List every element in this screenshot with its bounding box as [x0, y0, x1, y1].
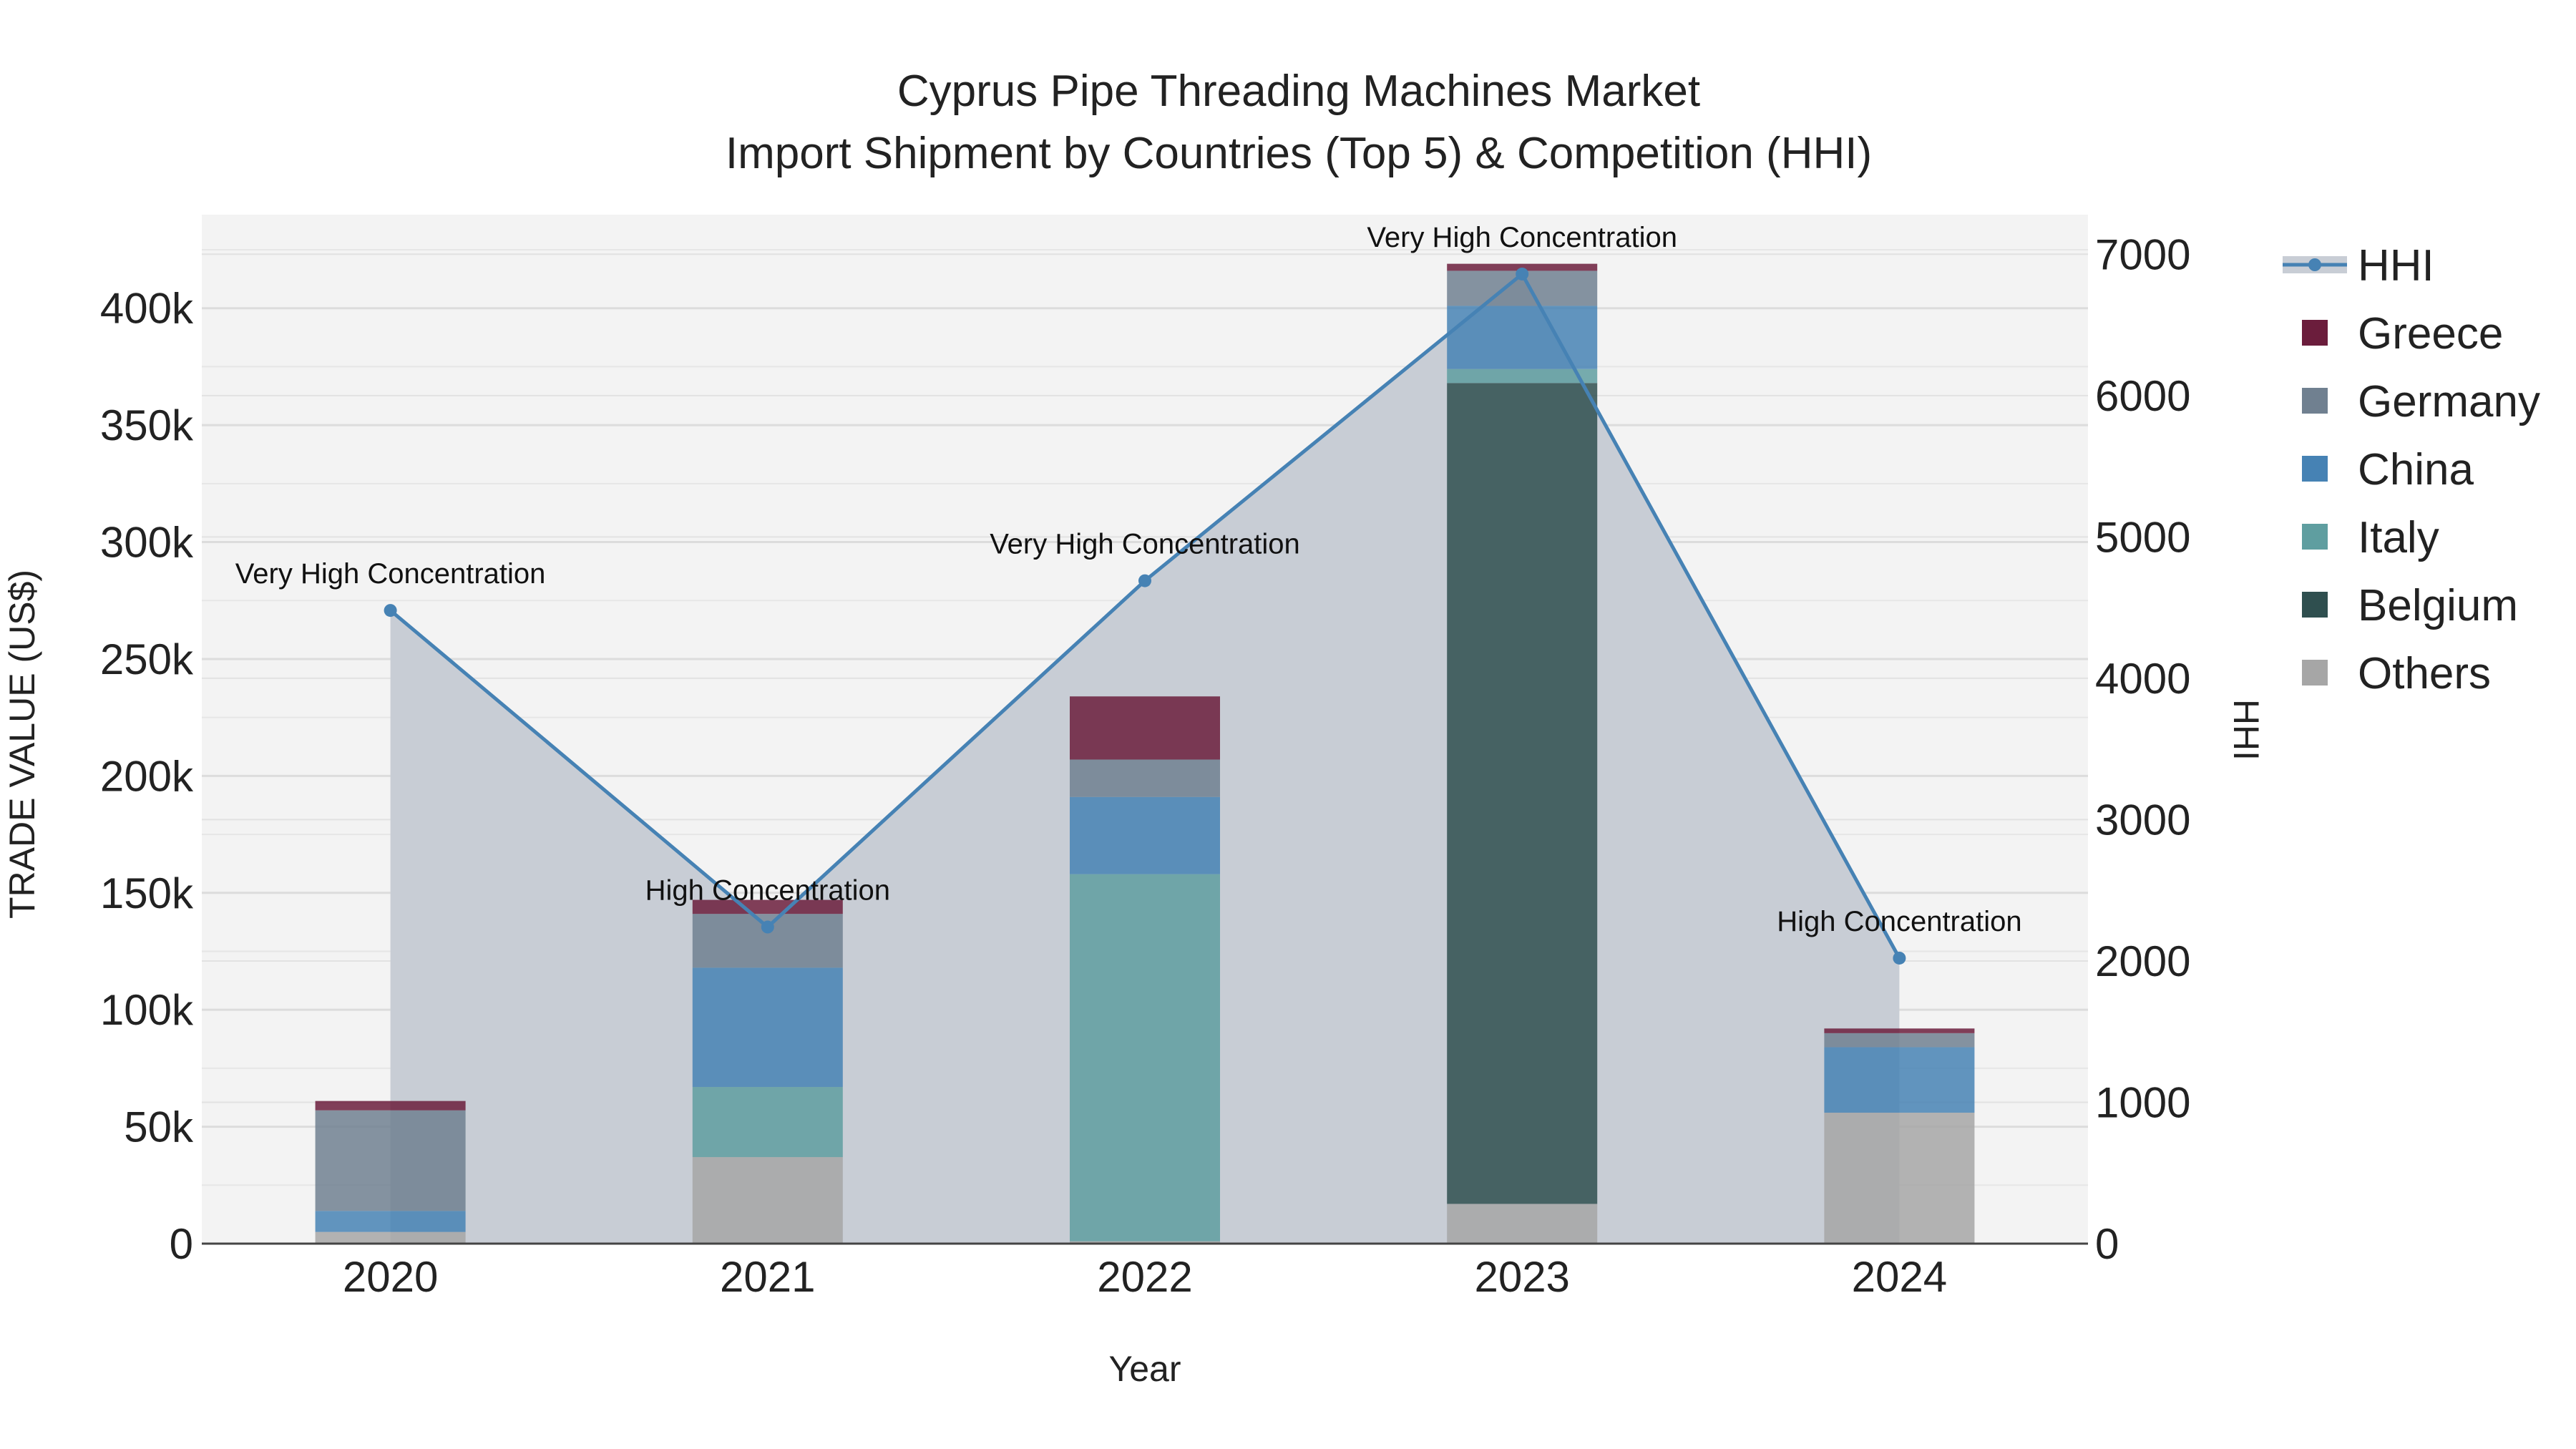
x-tick-label: 2022 [1097, 1253, 1192, 1301]
bar-greece-2020 [315, 1101, 466, 1111]
y2-tick-label: 5000 [2095, 513, 2190, 561]
legend: HHI Greece Germany China Italy Belgium Others [2283, 241, 2540, 698]
chart-subtitle: Import Shipment by Countries (Top 5) & C… [726, 129, 1872, 178]
y2-tick-label: 2000 [2095, 937, 2190, 985]
legend-swatch-others [2302, 660, 2328, 686]
annotations-layer: Very High Concentration High Concentratio… [235, 222, 2022, 937]
y2-tick-label: 7000 [2095, 230, 2190, 278]
bar-china-2022 [1070, 796, 1220, 874]
x-tick-label: 2024 [1852, 1253, 1947, 1301]
bar-others-2021 [692, 1157, 843, 1244]
y-tick-label: 350k [100, 401, 194, 449]
y-tick-label: 50k [124, 1103, 194, 1151]
hhi-point-2021 [761, 920, 774, 934]
y2-tick-label: 3000 [2095, 796, 2190, 844]
legend-label-hhi: HHI [2358, 241, 2434, 291]
bar-italy-2022 [1070, 874, 1220, 1241]
y-axis-ticks: 0 50k 100k 150k 200k 250k 300k 350k 400k [100, 285, 194, 1268]
legend-label-greece: Greece [2358, 309, 2503, 358]
legend-swatch-hhi-marker [2308, 258, 2321, 271]
x-tick-label: 2021 [720, 1253, 815, 1301]
y-tick-label: 200k [100, 752, 194, 800]
hhi-annotation-2020: Very High Concentration [235, 558, 546, 590]
y2-tick-label: 6000 [2095, 372, 2190, 420]
y-tick-label: 150k [100, 869, 194, 917]
legend-label-belgium: Belgium [2358, 581, 2518, 630]
x-axis-ticks: 2020 2021 2022 2023 2024 [343, 1253, 1947, 1301]
legend-label-germany: Germany [2358, 377, 2540, 426]
hhi-annotation-2024: High Concentration [1777, 906, 2021, 937]
bar-others-2020 [315, 1231, 466, 1244]
bar-others-2022 [1070, 1241, 1220, 1244]
hhi-line-layer [384, 267, 1906, 965]
bar-germany-2024 [1824, 1033, 1975, 1048]
y-tick-label: 400k [100, 285, 194, 333]
hhi-point-2022 [1138, 574, 1151, 587]
bar-china-2021 [692, 967, 843, 1088]
bar-belgium-2023 [1447, 383, 1598, 1204]
bar-others-2023 [1447, 1204, 1598, 1244]
y-tick-label: 300k [100, 519, 194, 567]
y2-tick-label: 0 [2095, 1220, 2119, 1268]
hhi-annotation-2022: Very High Concentration [990, 529, 1300, 560]
hhi-annotation-2021: High Concentration [645, 875, 890, 907]
hhi-point-2024 [1893, 951, 1906, 965]
bar-italy-2023 [1447, 369, 1598, 384]
bar-greece-2024 [1824, 1028, 1975, 1033]
y2-tick-label: 1000 [2095, 1078, 2190, 1126]
bar-italy-2021 [692, 1087, 843, 1158]
bar-greece-2021 [692, 899, 843, 914]
legend-label-italy: Italy [2358, 513, 2439, 562]
y-tick-label: 250k [100, 635, 194, 683]
x-tick-label: 2023 [1474, 1253, 1569, 1301]
x-tick-label: 2020 [343, 1253, 438, 1301]
hhi-point-2023 [1516, 267, 1529, 280]
legend-label-china: China [2358, 445, 2474, 494]
bar-germany-2020 [315, 1110, 466, 1211]
y-tick-label: 0 [170, 1220, 193, 1268]
x-axis-title: Year [1108, 1349, 1181, 1389]
chart-title: Cyprus Pipe Threading Machines Market [897, 67, 1700, 116]
y-axis-title: TRADE VALUE (US$) [2, 570, 42, 919]
y2-axis-title: HHI [2226, 699, 2266, 761]
bar-others-2024 [1824, 1112, 1975, 1244]
legend-label-others: Others [2358, 649, 2491, 698]
legend-swatch-belgium [2302, 592, 2328, 618]
bar-china-2020 [315, 1211, 466, 1232]
bar-greece-2022 [1070, 696, 1220, 760]
legend-swatch-china [2302, 456, 2328, 482]
bar-greece-2023 [1447, 263, 1598, 271]
hhi-point-2020 [384, 604, 397, 618]
legend-swatch-greece [2302, 320, 2328, 346]
hhi-annotation-2023: Very High Concentration [1367, 222, 1677, 253]
y2-axis-ticks: 0 1000 2000 3000 4000 5000 6000 7000 [2095, 230, 2190, 1268]
y2-tick-label: 4000 [2095, 655, 2190, 703]
legend-swatch-italy [2302, 524, 2328, 550]
legend-swatch-germany [2302, 388, 2328, 414]
bar-germany-2022 [1070, 759, 1220, 797]
y-tick-label: 100k [100, 986, 194, 1034]
bar-china-2024 [1824, 1047, 1975, 1113]
